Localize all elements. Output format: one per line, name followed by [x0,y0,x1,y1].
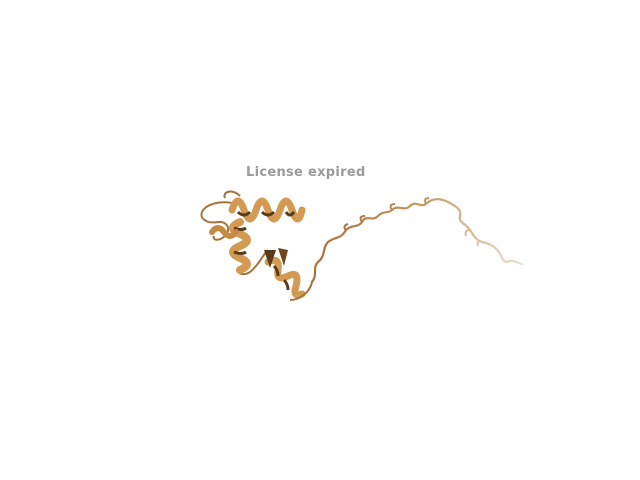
helix-3 [209,225,239,239]
disordered-tail [310,198,524,284]
coil-loop-left [200,201,241,241]
license-watermark: License expired [246,165,366,180]
helix-1 [228,197,306,223]
helix-4 [264,256,306,299]
beta-hairpin [264,248,288,268]
coil-loop-top [223,190,241,199]
coil-connector [289,281,313,301]
tail-curls [343,197,483,247]
